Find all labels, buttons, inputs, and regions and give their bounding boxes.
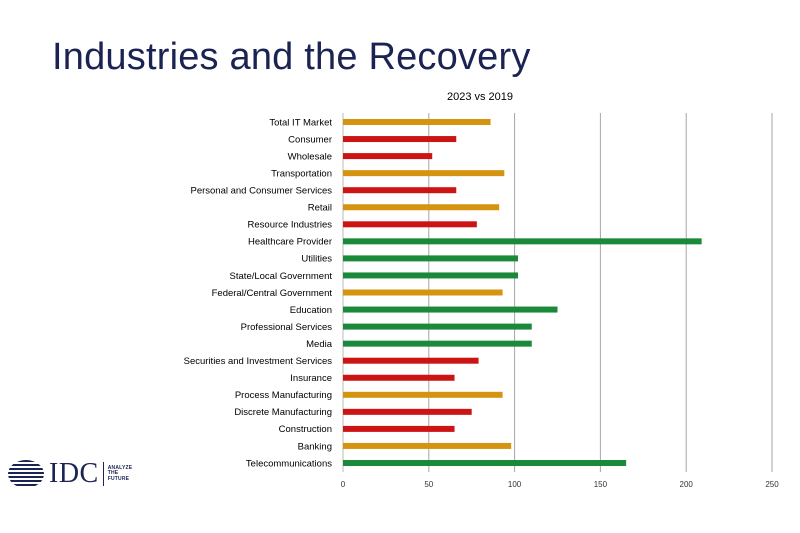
bar — [343, 119, 491, 125]
bar — [343, 306, 558, 313]
x-tick-labels: 0 50 100 150 200 250 — [341, 480, 779, 489]
category-label: Resource Industries — [248, 220, 333, 231]
idc-logo: IDC ANALYZE THE FUTURE — [7, 459, 132, 489]
bar — [343, 323, 532, 330]
bar — [343, 153, 433, 160]
chart-title: 2023 vs 2019 — [447, 91, 513, 103]
bar — [343, 204, 500, 211]
bar — [343, 425, 455, 432]
category-label: Transportation — [271, 168, 332, 179]
bar — [343, 374, 455, 381]
x-tick-label: 100 — [508, 480, 522, 489]
bar — [343, 136, 457, 143]
bar — [343, 289, 503, 296]
category-label: Healthcare Provider — [248, 237, 332, 248]
category-label: State/Local Government — [230, 271, 333, 282]
category-label: Education — [290, 305, 332, 316]
category-label: Process Manufacturing — [235, 390, 332, 401]
category-label: Banking — [298, 441, 332, 452]
category-label: Retail — [308, 203, 332, 214]
category-label: Federal/Central Government — [212, 288, 333, 299]
bar — [343, 170, 505, 177]
bar — [343, 340, 532, 347]
category-label: Personal and Consumer Services — [190, 186, 332, 197]
category-label: Utilities — [301, 254, 332, 265]
category-label: Construction — [279, 424, 332, 435]
x-tick-label: 0 — [341, 480, 346, 489]
logo-tagline-word: FUTURE — [107, 475, 130, 482]
bar — [343, 408, 472, 415]
category-label: Wholesale — [288, 151, 332, 162]
category-label: Telecommunications — [246, 458, 332, 469]
category-label: Discrete Manufacturing — [234, 407, 332, 418]
x-tick-label: 50 — [424, 480, 433, 489]
logo-divider — [102, 462, 104, 486]
bar — [343, 221, 477, 228]
x-tick-label: 250 — [765, 480, 779, 489]
logo-tagline: ANALYZE THE FUTURE — [108, 465, 133, 483]
bar — [343, 442, 512, 449]
category-label: Consumer — [288, 134, 332, 145]
bar — [343, 391, 503, 398]
x-tick-label: 200 — [680, 480, 694, 489]
logo-tagline-word: ANALYZE — [107, 464, 133, 471]
bar — [343, 238, 702, 245]
page-title: Industries and the Recovery — [52, 36, 531, 78]
category-label: Professional Services — [241, 322, 333, 333]
bar — [343, 357, 479, 364]
category-label: Securities and Investment Services — [184, 356, 333, 367]
logo-tagline-word: THE — [107, 470, 119, 477]
x-tick-label: 150 — [594, 480, 608, 489]
bars — [343, 119, 702, 466]
logo-tagline-text: ANALYZE THE FUTURE — [108, 465, 133, 482]
category-label: Media — [306, 339, 333, 350]
category-labels: Total IT Market Consumer Wholesale Transpor… — [184, 117, 333, 469]
bar — [343, 187, 457, 194]
bar — [343, 255, 519, 262]
category-label: Insurance — [290, 373, 332, 384]
category-label: Total IT Market — [269, 117, 332, 128]
logo-wordmark: IDC — [49, 458, 99, 489]
bar — [343, 272, 519, 279]
globe-stripes-icon — [8, 460, 44, 486]
bar — [343, 460, 627, 466]
